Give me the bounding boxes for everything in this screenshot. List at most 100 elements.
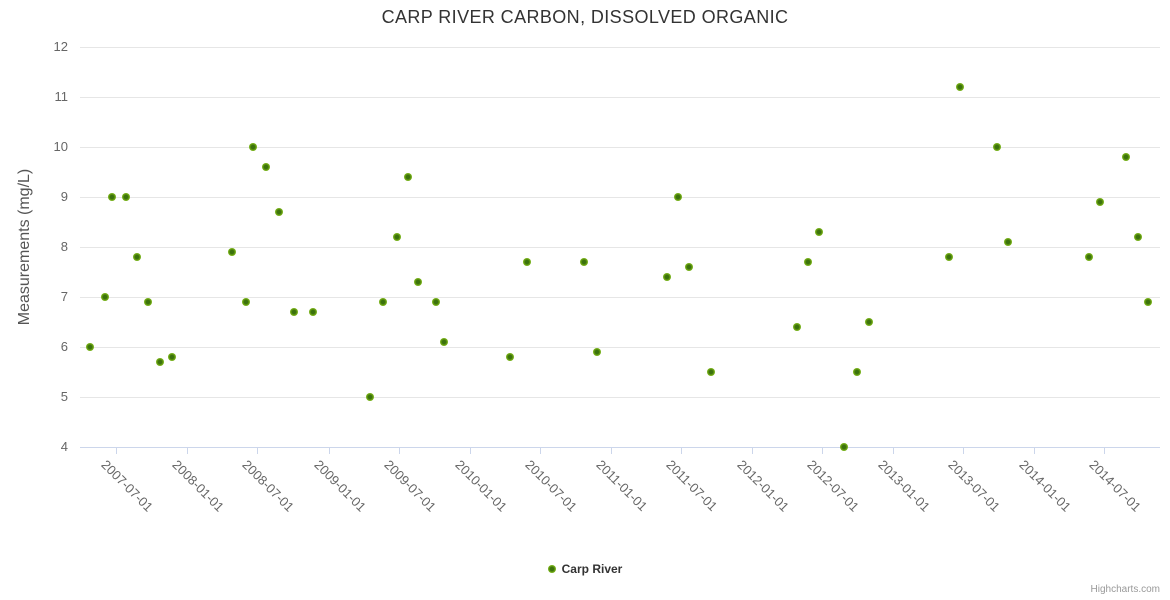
x-tick-mark bbox=[1034, 448, 1036, 454]
x-tick-label: 2011-01-01 bbox=[593, 457, 651, 514]
x-tick-label: 2012-07-01 bbox=[804, 457, 863, 515]
data-point[interactable] bbox=[85, 343, 94, 351]
data-point[interactable] bbox=[290, 308, 299, 316]
x-tick-mark bbox=[610, 448, 612, 454]
x-tick-label: 2008-01-01 bbox=[169, 457, 228, 515]
y-tick-label: 6 bbox=[60, 339, 68, 354]
data-point[interactable] bbox=[944, 253, 953, 261]
data-point[interactable] bbox=[955, 83, 964, 91]
data-point[interactable] bbox=[579, 258, 588, 266]
data-point[interactable] bbox=[993, 143, 1002, 151]
data-point[interactable] bbox=[101, 293, 110, 301]
y-tick-label: 11 bbox=[54, 89, 69, 104]
data-point[interactable] bbox=[121, 193, 130, 201]
data-point[interactable] bbox=[439, 338, 448, 346]
y-gridline bbox=[80, 297, 1160, 298]
data-point[interactable] bbox=[853, 368, 862, 376]
x-tick-mark bbox=[539, 448, 541, 454]
x-tick-label: 2009-01-01 bbox=[310, 457, 369, 515]
highcharts-credit[interactable]: Highcharts.com bbox=[1090, 584, 1160, 595]
x-tick-mark bbox=[469, 448, 471, 454]
x-tick-label: 2014-01-01 bbox=[1016, 457, 1075, 515]
data-point[interactable] bbox=[593, 348, 602, 356]
y-tick-label: 12 bbox=[53, 39, 68, 54]
data-point[interactable] bbox=[1095, 198, 1104, 206]
data-point[interactable] bbox=[1134, 233, 1143, 241]
x-tick-mark bbox=[680, 448, 682, 454]
x-tick-label: 2010-01-01 bbox=[452, 457, 510, 515]
data-point[interactable] bbox=[403, 173, 412, 181]
data-point[interactable] bbox=[156, 358, 165, 366]
y-gridline bbox=[80, 97, 1160, 98]
x-tick-mark bbox=[257, 448, 259, 454]
x-tick-label: 2011-07-01 bbox=[663, 457, 721, 514]
data-point[interactable] bbox=[227, 248, 236, 256]
x-tick-mark bbox=[115, 448, 117, 454]
legend-item-carp-river[interactable]: Carp River bbox=[547, 562, 623, 576]
x-tick-mark bbox=[398, 448, 400, 454]
data-point[interactable] bbox=[662, 273, 671, 281]
data-point[interactable] bbox=[793, 323, 802, 331]
y-gridline bbox=[80, 247, 1160, 248]
x-tick-label: 2009-07-01 bbox=[380, 457, 439, 515]
data-point[interactable] bbox=[1121, 153, 1130, 161]
x-axis-line bbox=[80, 447, 1160, 448]
x-tick-label: 2010-07-01 bbox=[521, 457, 580, 515]
data-point[interactable] bbox=[378, 298, 387, 306]
x-tick-label: 2013-07-01 bbox=[945, 457, 1004, 515]
x-tick-mark bbox=[187, 448, 189, 454]
legend-series-label: Carp River bbox=[561, 562, 623, 576]
data-point[interactable] bbox=[309, 308, 318, 316]
data-point[interactable] bbox=[241, 298, 250, 306]
x-tick-mark bbox=[751, 448, 753, 454]
data-point[interactable] bbox=[864, 318, 873, 326]
x-tick-mark bbox=[328, 448, 330, 454]
data-point[interactable] bbox=[804, 258, 813, 266]
series-marker-icon bbox=[547, 565, 556, 573]
x-tick-label: 2014-07-01 bbox=[1086, 457, 1145, 515]
y-tick-label: 5 bbox=[60, 389, 68, 404]
data-point[interactable] bbox=[144, 298, 153, 306]
y-gridline bbox=[80, 47, 1160, 48]
x-tick-mark bbox=[1104, 448, 1106, 454]
data-point[interactable] bbox=[108, 193, 117, 201]
x-tick-mark bbox=[822, 448, 824, 454]
x-tick-label: 2007-07-01 bbox=[98, 457, 156, 515]
x-tick-mark bbox=[963, 448, 965, 454]
data-point[interactable] bbox=[132, 253, 141, 261]
legend: Carp River bbox=[0, 562, 1170, 576]
x-tick-label: 2008-07-01 bbox=[239, 457, 298, 515]
data-point[interactable] bbox=[523, 258, 532, 266]
y-tick-label: 4 bbox=[60, 439, 68, 454]
data-point[interactable] bbox=[1144, 298, 1153, 306]
data-point[interactable] bbox=[707, 368, 716, 376]
y-gridline bbox=[80, 347, 1160, 348]
data-point[interactable] bbox=[413, 278, 422, 286]
data-point[interactable] bbox=[366, 393, 375, 401]
y-tick-label: 7 bbox=[60, 289, 68, 304]
data-point[interactable] bbox=[506, 353, 515, 361]
data-point[interactable] bbox=[684, 263, 693, 271]
data-point[interactable] bbox=[261, 163, 270, 171]
data-point[interactable] bbox=[839, 443, 848, 451]
x-tick-mark bbox=[893, 448, 895, 454]
x-tick-label: 2013-01-01 bbox=[875, 457, 934, 515]
y-gridline bbox=[80, 197, 1160, 198]
x-tick-label: 2012-01-01 bbox=[734, 457, 792, 515]
data-point[interactable] bbox=[1004, 238, 1013, 246]
data-point[interactable] bbox=[167, 353, 176, 361]
data-point[interactable] bbox=[674, 193, 683, 201]
y-tick-label: 9 bbox=[60, 189, 68, 204]
y-tick-label: 10 bbox=[53, 139, 68, 154]
data-point[interactable] bbox=[248, 143, 257, 151]
data-point[interactable] bbox=[815, 228, 824, 236]
y-tick-label: 8 bbox=[60, 239, 68, 254]
data-point[interactable] bbox=[1085, 253, 1094, 261]
data-point[interactable] bbox=[432, 298, 440, 306]
y-gridline bbox=[80, 147, 1160, 148]
chart-title: CARP RIVER CARBON, DISSOLVED ORGANIC bbox=[381, 7, 789, 27]
data-point[interactable] bbox=[392, 233, 401, 241]
data-point[interactable] bbox=[274, 208, 283, 216]
